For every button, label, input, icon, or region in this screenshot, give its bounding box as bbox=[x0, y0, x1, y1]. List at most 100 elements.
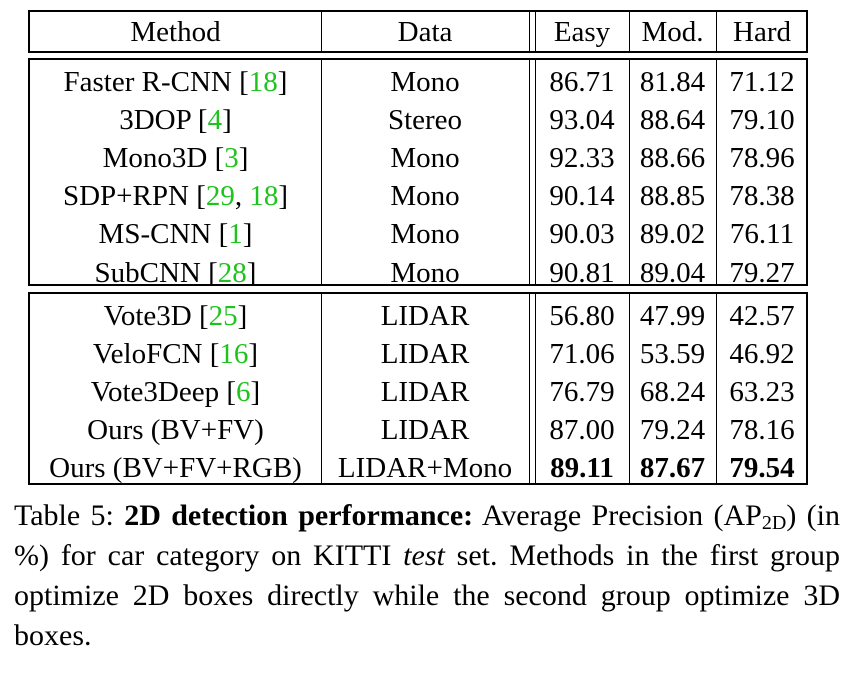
citation-link[interactable]: 4 bbox=[207, 103, 223, 136]
citation-link[interactable]: 16 bbox=[219, 337, 249, 370]
column-divider bbox=[321, 294, 322, 483]
method-cell: 3DOP [4] bbox=[119, 103, 232, 136]
column-divider bbox=[321, 12, 322, 51]
method-name: SubCNN bbox=[94, 256, 209, 289]
table-row: 3DOP [4] Stereo 93.04 88.64 79.10 bbox=[30, 101, 806, 139]
data-cell: Mono bbox=[390, 141, 460, 174]
method-name: Vote3D bbox=[103, 299, 199, 332]
caption-text3: set. Methods in the first group optimize… bbox=[14, 539, 840, 652]
method-cell: MS-CNN [1] bbox=[98, 218, 253, 251]
mod-cell: 53.59 bbox=[639, 337, 706, 370]
hard-cell: 63.23 bbox=[729, 375, 795, 408]
double-divider-right bbox=[535, 60, 536, 284]
method-name: VeloFCN bbox=[92, 337, 210, 370]
method-name: Faster R-CNN bbox=[63, 65, 240, 98]
column-divider bbox=[716, 60, 717, 284]
table-row: SubCNN [28] Mono 90.81 89.04 79.27 bbox=[30, 254, 806, 292]
data-cell: Mono bbox=[390, 180, 460, 213]
table-row: Ours (BV+FV) LIDAR 87.00 79.24 78.16 bbox=[30, 411, 806, 449]
double-divider-right bbox=[535, 12, 536, 51]
method-cell: Vote3D [25] bbox=[103, 299, 248, 332]
table-row: Vote3Deep [6] LIDAR 76.79 68.24 63.23 bbox=[30, 373, 806, 411]
hard-cell: 79.10 bbox=[729, 103, 795, 136]
mod-cell: 88.85 bbox=[639, 180, 706, 213]
method-name: Ours (BV+FV+RGB) bbox=[49, 451, 302, 484]
easy-cell: 56.80 bbox=[549, 299, 615, 332]
hard-cell: 79.54 bbox=[729, 451, 795, 484]
method-cell: VeloFCN [16] bbox=[92, 337, 259, 370]
caption-bold: 2D detection performance: bbox=[124, 499, 474, 532]
table-group-2d: Faster R-CNN [18] Mono 86.71 81.84 71.12 3DOP… bbox=[28, 58, 808, 289]
caption-italic: test bbox=[403, 539, 445, 572]
header-hard: Hard bbox=[733, 15, 791, 48]
easy-cell: 92.33 bbox=[549, 141, 615, 174]
method-name: 3DOP bbox=[119, 103, 198, 136]
column-divider bbox=[629, 12, 630, 51]
method-cell: SubCNN [28] bbox=[94, 256, 257, 289]
caption-sub: 2D bbox=[761, 512, 787, 534]
easy-cell: 90.81 bbox=[549, 256, 615, 289]
data-cell: Stereo bbox=[387, 103, 463, 136]
easy-cell: 71.06 bbox=[549, 337, 615, 370]
citation-link[interactable]: 3 bbox=[224, 141, 239, 174]
method-cell: Ours (BV+FV+RGB) bbox=[30, 449, 321, 487]
table-row: Mono3D [3] Mono 92.33 88.66 78.96 bbox=[30, 139, 806, 177]
data-cell: LIDAR bbox=[380, 337, 470, 370]
double-divider-left bbox=[529, 60, 530, 284]
method-name: SDP+RPN bbox=[62, 180, 197, 213]
method-cell: Faster R-CNN [18] bbox=[63, 65, 288, 98]
method-name: MS-CNN bbox=[98, 218, 219, 251]
mod-cell: 89.04 bbox=[639, 256, 706, 289]
column-divider bbox=[321, 60, 322, 284]
easy-cell: 87.00 bbox=[549, 413, 615, 446]
table-caption: Table 5: 2D detection performance: Avera… bbox=[14, 496, 840, 656]
mod-cell: 89.02 bbox=[639, 218, 706, 251]
data-cell: LIDAR+Mono bbox=[337, 451, 513, 484]
hard-cell: 78.16 bbox=[729, 413, 795, 446]
column-divider bbox=[629, 60, 630, 284]
column-divider bbox=[629, 294, 630, 483]
header-method: Method bbox=[130, 15, 221, 48]
column-divider bbox=[716, 12, 717, 51]
double-divider-left bbox=[529, 294, 530, 483]
mod-cell: 47.99 bbox=[639, 299, 706, 332]
method-name: Ours (BV+FV) bbox=[87, 413, 264, 446]
easy-cell: 89.11 bbox=[550, 451, 614, 484]
mod-cell: 88.64 bbox=[639, 103, 706, 136]
table-header: Method Data Easy Mod. Hard bbox=[28, 10, 808, 53]
citation-link[interactable]: 18 bbox=[249, 180, 279, 213]
mod-cell: 68.24 bbox=[639, 375, 706, 408]
citation-link[interactable]: 6 bbox=[236, 375, 251, 408]
caption-label: Table 5: bbox=[14, 499, 125, 532]
hard-cell: 78.38 bbox=[729, 180, 795, 213]
easy-cell: 86.71 bbox=[549, 65, 615, 98]
data-cell: Mono bbox=[390, 65, 460, 98]
double-divider-right bbox=[535, 294, 536, 483]
citation-link[interactable]: 28 bbox=[217, 256, 247, 289]
mod-cell: 79.24 bbox=[639, 413, 706, 446]
method-cell: Ours (BV+FV) bbox=[30, 411, 321, 449]
data-cell: LIDAR bbox=[380, 375, 470, 408]
column-divider bbox=[716, 294, 717, 483]
hard-cell: 78.96 bbox=[729, 141, 795, 174]
citation-link[interactable]: 29 bbox=[205, 180, 235, 213]
citation-link[interactable]: 25 bbox=[208, 299, 238, 332]
double-divider-left bbox=[529, 12, 530, 51]
hard-cell: 76.11 bbox=[729, 218, 795, 251]
citation-link[interactable]: 1 bbox=[228, 218, 243, 251]
easy-cell: 90.14 bbox=[549, 180, 615, 213]
mod-cell: 88.66 bbox=[639, 141, 706, 174]
easy-cell: 76.79 bbox=[549, 375, 615, 408]
table-row: Ours (BV+FV+RGB) LIDAR+Mono 89.11 87.67 79.5… bbox=[30, 449, 806, 487]
header-data: Data bbox=[397, 15, 453, 48]
data-cell: LIDAR bbox=[380, 413, 470, 446]
hard-cell: 46.92 bbox=[729, 337, 795, 370]
citation-link[interactable]: 18 bbox=[248, 65, 278, 98]
table-row: Faster R-CNN [18] Mono 86.71 81.84 71.12 bbox=[30, 63, 806, 101]
mod-cell: 81.84 bbox=[639, 65, 706, 98]
header-easy: Easy bbox=[553, 15, 611, 48]
data-cell: LIDAR bbox=[380, 299, 470, 332]
method-cell: Mono3D [3] bbox=[102, 141, 249, 174]
hard-cell: 79.27 bbox=[729, 256, 795, 289]
table-row: MS-CNN [1] Mono 90.03 89.02 76.11 bbox=[30, 216, 806, 254]
